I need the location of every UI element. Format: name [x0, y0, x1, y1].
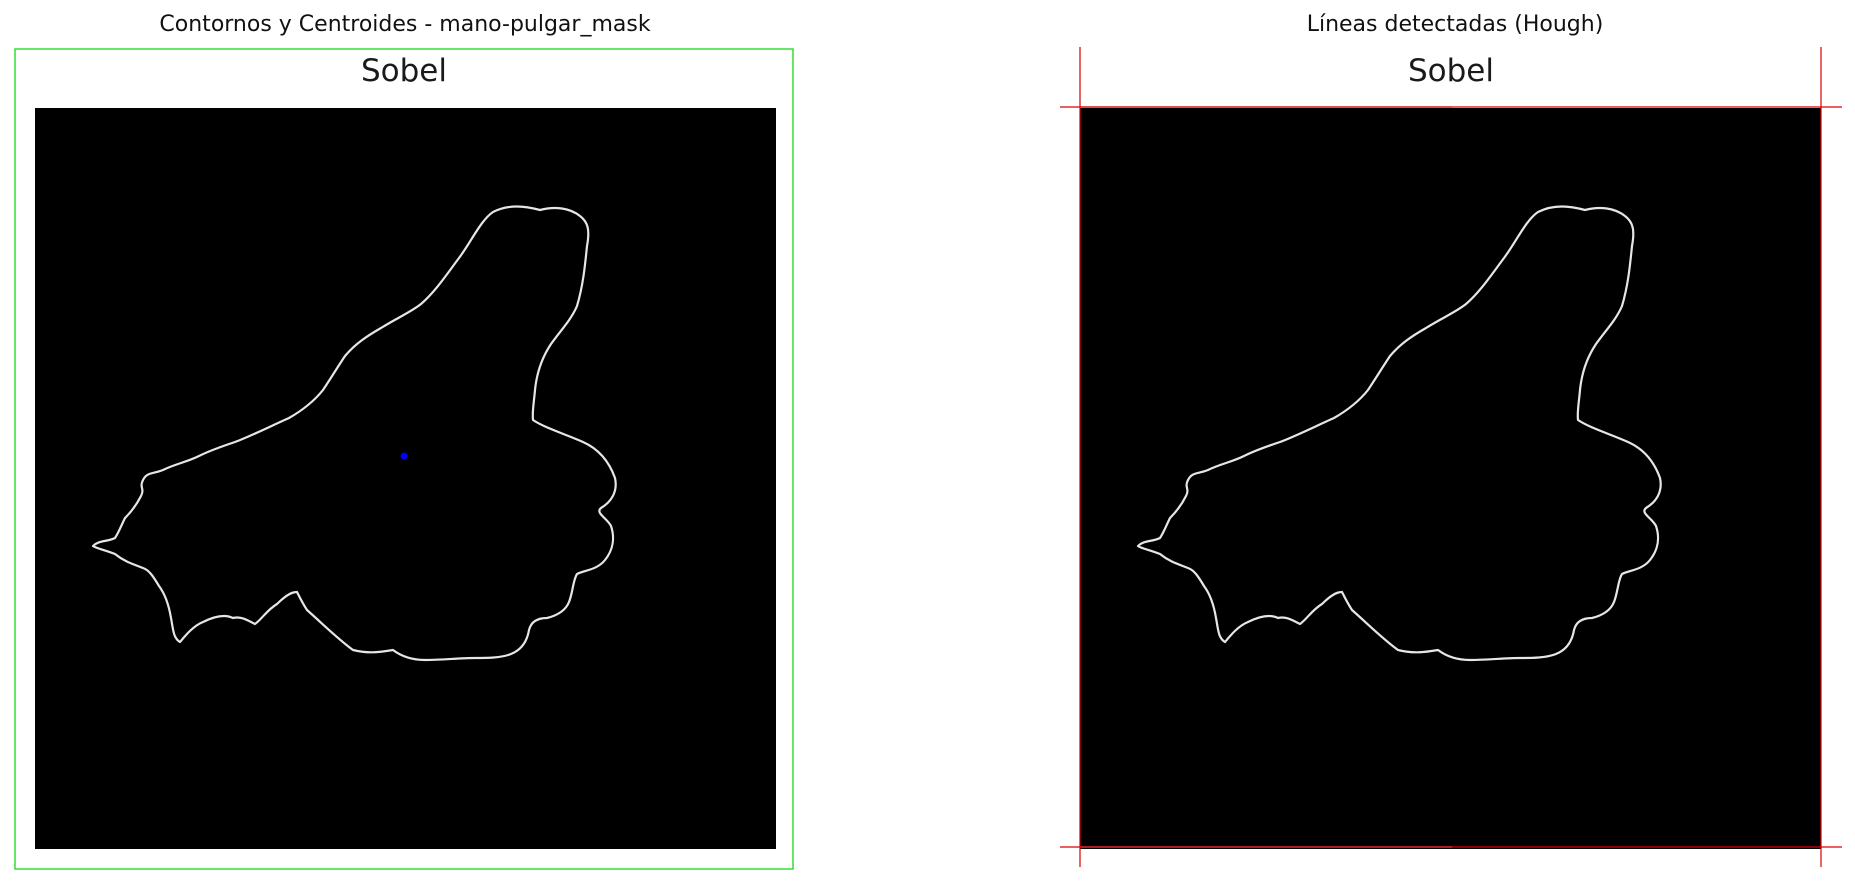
- right-figure: Sobel: [1050, 44, 1850, 883]
- centroid-dot: [400, 452, 408, 460]
- right-panel-title: Líneas detectadas (Hough): [1306, 12, 1604, 37]
- left-figure: Sobel: [0, 44, 800, 883]
- left-hand-contour: [91, 205, 617, 662]
- left-figure-svg: Sobel: [14, 48, 794, 870]
- bounding-box: [14, 48, 794, 870]
- right-figure-svg: Sobel: [1060, 47, 1842, 867]
- left-panel-title: Contornos y Centroides - mano-pulgar_mas…: [159, 12, 651, 37]
- right-hand-contour: [1136, 205, 1662, 662]
- right-inner-title: Sobel: [1408, 53, 1494, 89]
- left-image-background: [35, 108, 776, 849]
- left-inner-title: Sobel: [361, 53, 447, 89]
- right-image-background: [1080, 108, 1821, 849]
